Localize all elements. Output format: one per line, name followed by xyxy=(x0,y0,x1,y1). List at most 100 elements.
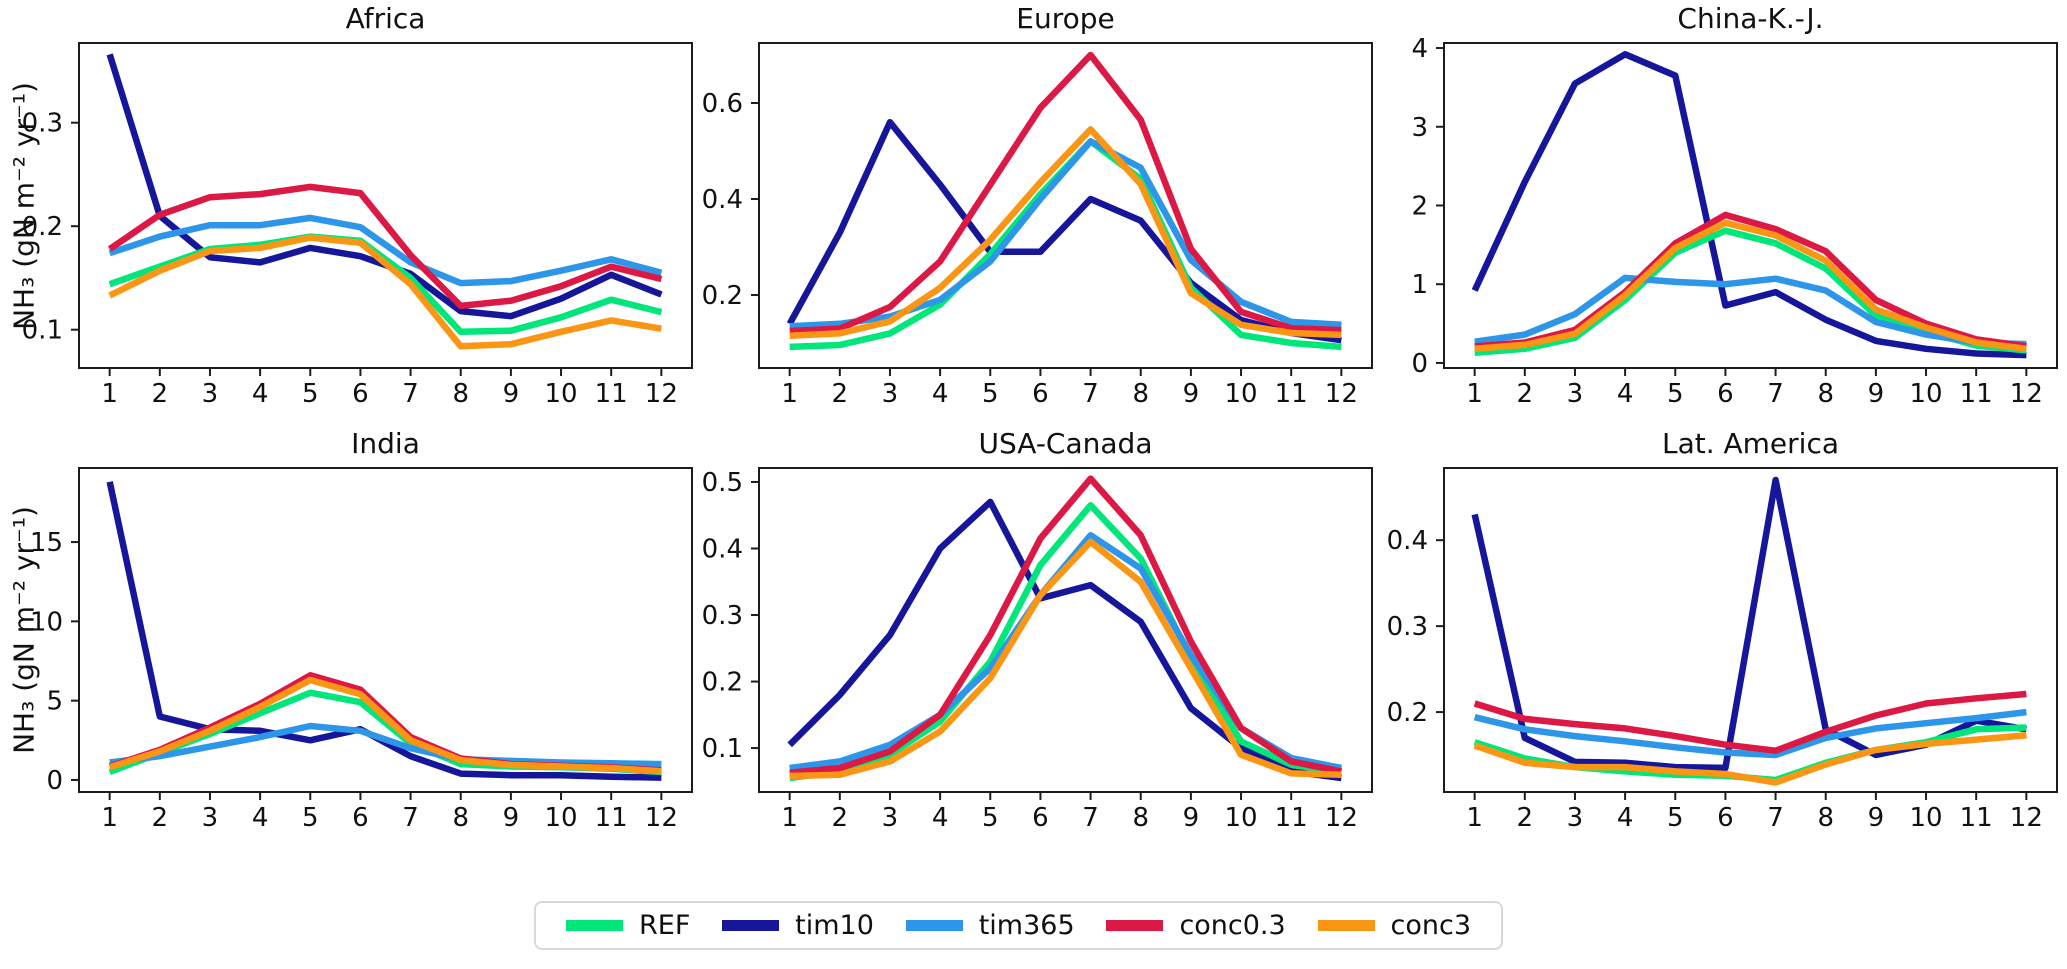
series-line-REF xyxy=(108,689,662,776)
legend-item-ref: REF xyxy=(566,910,690,941)
svg-text:12: 12 xyxy=(2010,379,2043,409)
chart-title-china: China-K.-J. xyxy=(1677,2,1824,35)
svg-text:0: 0 xyxy=(46,766,63,796)
svg-text:12: 12 xyxy=(2010,803,2043,833)
svg-text:1: 1 xyxy=(1411,270,1428,300)
svg-text:7: 7 xyxy=(1082,379,1099,409)
svg-text:7: 7 xyxy=(402,379,419,409)
chart-title-lat-america: Lat. America xyxy=(1661,427,1840,460)
svg-text:1: 1 xyxy=(101,803,118,833)
svg-text:6: 6 xyxy=(1032,379,1049,409)
legend-label-conc3: conc3 xyxy=(1390,910,1472,941)
series-line-tim10 xyxy=(1471,51,2027,359)
svg-text:5: 5 xyxy=(1667,379,1684,409)
svg-text:9: 9 xyxy=(503,379,520,409)
legend-item-conc3: conc3 xyxy=(1317,910,1472,941)
svg-text:4: 4 xyxy=(1617,803,1634,833)
svg-text:2: 2 xyxy=(152,803,169,833)
svg-text:6: 6 xyxy=(1032,803,1049,833)
series-line-conc3 xyxy=(1474,219,2027,353)
svg-text:7: 7 xyxy=(402,803,419,833)
series-line-conc3 xyxy=(108,234,662,350)
legend-swatch-tim10 xyxy=(722,920,780,931)
series-line-conc3 xyxy=(789,538,1342,780)
series-line-REF xyxy=(789,502,1342,782)
svg-text:4: 4 xyxy=(1617,379,1634,409)
svg-text:0: 0 xyxy=(1411,349,1428,379)
chart-canvas-lat-america: 0.20.30.41 2 3 4 5 6 7 8 9 10 11 12 xyxy=(1387,467,2058,833)
series-line-conc0.3 xyxy=(107,183,663,310)
svg-text:6: 6 xyxy=(1717,803,1734,833)
svg-text:0.1: 0.1 xyxy=(702,734,743,764)
svg-text:6: 6 xyxy=(352,379,369,409)
svg-text:0.2: 0.2 xyxy=(1387,698,1428,728)
chart-title-india: India xyxy=(351,427,420,460)
series-line-conc0.3 xyxy=(1473,690,2027,754)
svg-text:8: 8 xyxy=(1817,803,1834,833)
svg-text:0.2: 0.2 xyxy=(702,281,743,311)
svg-text:9: 9 xyxy=(1868,803,1885,833)
svg-text:11: 11 xyxy=(1960,803,1993,833)
svg-text:11: 11 xyxy=(1960,379,1993,409)
series-line-tim365 xyxy=(109,722,662,768)
svg-text:1: 1 xyxy=(1466,379,1483,409)
svg-text:7: 7 xyxy=(1767,803,1784,833)
legend-swatch-conc3 xyxy=(1317,920,1375,931)
svg-text:2: 2 xyxy=(152,379,169,409)
svg-text:4: 4 xyxy=(252,379,269,409)
svg-text:0.3: 0.3 xyxy=(1387,612,1428,642)
legend-item-conc0-3: conc0.3 xyxy=(1106,910,1286,941)
series-line-conc0.3 xyxy=(108,672,662,774)
svg-text:5: 5 xyxy=(1667,803,1684,833)
chart-canvas-europe: 0.20.40.61 2 3 4 5 6 7 8 9 10 11 12 xyxy=(702,42,1373,409)
svg-text:1: 1 xyxy=(1466,803,1483,833)
series-line-tim365 xyxy=(789,531,1343,772)
svg-text:3: 3 xyxy=(202,803,219,833)
svg-text:12: 12 xyxy=(1325,379,1358,409)
svg-text:9: 9 xyxy=(1183,803,1200,833)
chart-title-africa: Africa xyxy=(345,2,426,35)
svg-text:0.6: 0.6 xyxy=(702,89,743,119)
svg-text:8: 8 xyxy=(452,379,469,409)
legend-item-tim365: tim365 xyxy=(905,910,1075,941)
series-line-REF xyxy=(108,233,663,336)
chart-canvas-usa-canada: 0.10.20.30.40.51 2 3 4 5 6 7 8 9 10 11 12 xyxy=(702,467,1373,833)
legend-swatch-ref xyxy=(566,920,623,931)
svg-text:2: 2 xyxy=(1517,379,1534,409)
svg-text:11: 11 xyxy=(595,379,628,409)
svg-text:3: 3 xyxy=(882,803,899,833)
y-axis-label-top: NH₃ (gN m⁻² yr⁻¹) xyxy=(7,82,41,330)
svg-text:10: 10 xyxy=(544,803,577,833)
svg-text:1: 1 xyxy=(101,379,118,409)
svg-text:3: 3 xyxy=(1567,379,1584,409)
svg-text:2: 2 xyxy=(832,379,849,409)
chart-title-usa-canada: USA-Canada xyxy=(978,427,1153,460)
svg-text:9: 9 xyxy=(503,803,520,833)
svg-text:3: 3 xyxy=(1411,113,1428,143)
svg-text:4: 4 xyxy=(932,379,949,409)
series-line-conc3 xyxy=(1473,732,2027,786)
series-line-tim10 xyxy=(1471,476,2027,772)
series-line-conc3 xyxy=(789,126,1342,340)
legend: REF tim10 tim365 conc0.3 conc3 xyxy=(534,901,1503,950)
svg-text:0.4: 0.4 xyxy=(702,185,743,215)
svg-text:8: 8 xyxy=(1132,379,1149,409)
svg-text:0.3: 0.3 xyxy=(702,601,743,631)
series-line-tim365 xyxy=(789,138,1342,330)
svg-text:11: 11 xyxy=(1275,379,1308,409)
svg-text:1: 1 xyxy=(781,379,798,409)
chart-canvas-africa: 0.10.20.31 2 3 4 5 6 7 8 9 10 11 12 xyxy=(22,42,693,409)
svg-text:1: 1 xyxy=(781,803,798,833)
svg-text:11: 11 xyxy=(1275,803,1308,833)
series-line-tim365 xyxy=(1474,274,2027,348)
svg-text:3: 3 xyxy=(882,379,899,409)
svg-text:2: 2 xyxy=(832,803,849,833)
svg-text:0.4: 0.4 xyxy=(702,535,743,565)
svg-text:2: 2 xyxy=(1517,803,1534,833)
series-line-REF xyxy=(1474,227,2027,356)
series-line-tim10 xyxy=(786,118,1342,344)
legend-label-conc0-3: conc0.3 xyxy=(1179,910,1286,941)
svg-text:12: 12 xyxy=(645,803,678,833)
svg-text:6: 6 xyxy=(1717,379,1734,409)
